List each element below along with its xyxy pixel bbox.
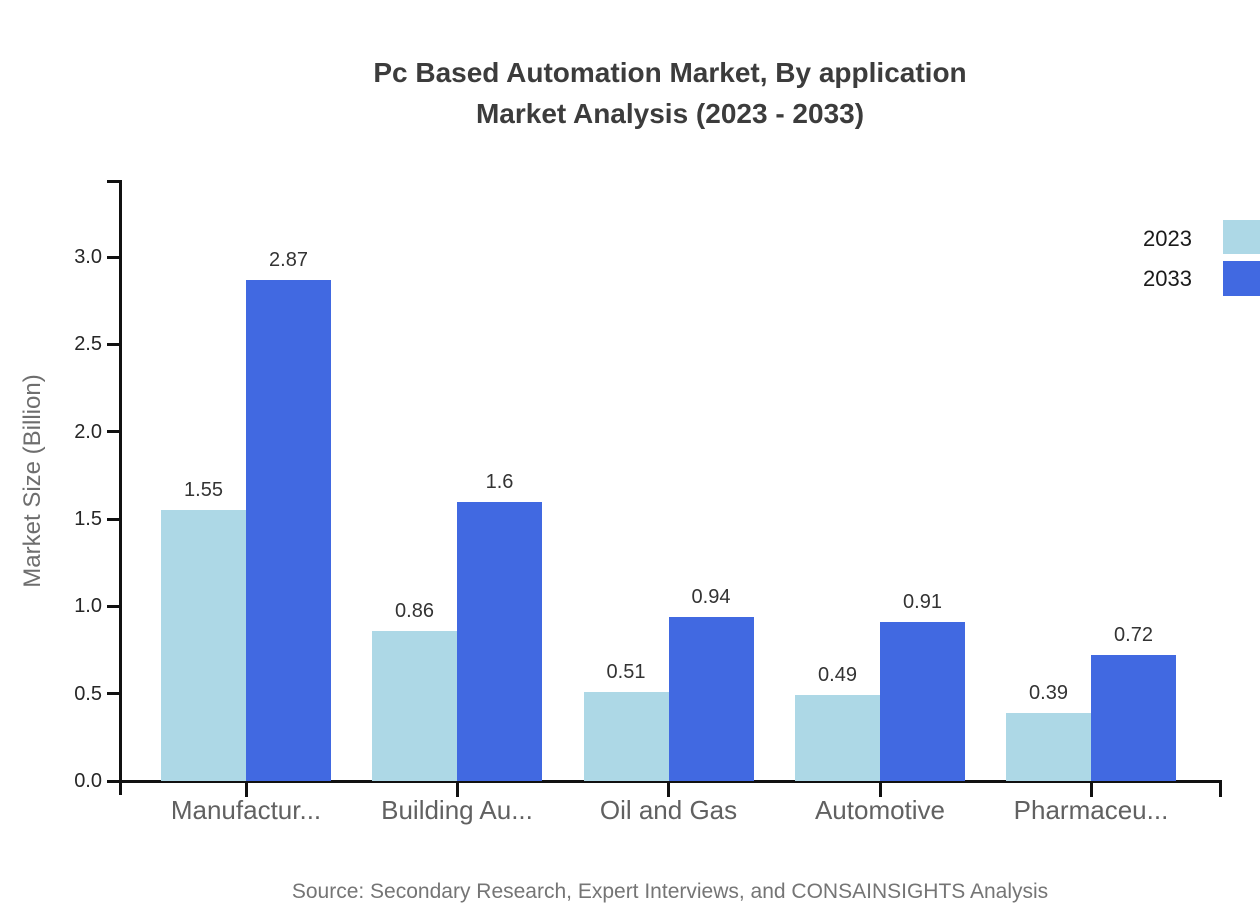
category-label: Oil and Gas [599, 795, 738, 825]
chart-title: Pc Based Automation Market, By applicati… [80, 52, 1260, 134]
y-tick-label: 1.5 [74, 508, 102, 530]
category-label: Building Au... [381, 795, 533, 825]
y-tick-mark [107, 255, 121, 259]
bar-value-label: 0.91 [903, 591, 942, 614]
bar-value-label: 0.39 [1029, 681, 1068, 704]
source-attribution: Source: Secondary Research, Expert Inter… [291, 880, 1049, 903]
y-axis-top-cap [107, 180, 121, 183]
y-tick-mark [107, 430, 121, 434]
y-tick-mark [107, 342, 121, 346]
bar-2033-1 [457, 501, 542, 781]
bar-2023-1 [372, 630, 457, 781]
x-axis-spine [119, 780, 1222, 783]
x-tick-mark [244, 781, 248, 797]
y-tick-mark [107, 604, 121, 608]
bar-2023-3 [795, 695, 880, 781]
bar-value-label: 0.86 [395, 599, 434, 622]
y-axis-label: Market Size (Billion) [19, 374, 46, 588]
y-tick-label: 3.0 [74, 246, 102, 268]
bar-2033-2 [668, 616, 754, 781]
bar-value-label: 0.94 [691, 585, 731, 608]
y-axis-spine [119, 180, 122, 795]
y-tick-mark [107, 692, 121, 696]
bar-value-label: 1.55 [184, 479, 223, 502]
bar-value-label: 0.72 [1114, 624, 1153, 647]
x-tick-mark [878, 781, 882, 797]
legend-label-2033: 2033 [1143, 266, 1192, 291]
y-tick-label: 2.5 [74, 333, 102, 356]
legend-swatch-2033 [1223, 261, 1260, 296]
chart-title-line1: Pc Based Automation Market, By applicati… [373, 57, 967, 88]
x-axis-end-cap [1219, 780, 1222, 797]
y-tick-label: 1.0 [74, 595, 102, 618]
x-tick-mark [455, 781, 459, 797]
y-tick-label: 0.0 [74, 770, 102, 792]
y-tick-label: 0.5 [74, 682, 102, 705]
y-tick-mark [107, 779, 121, 783]
bar-2033-0 [246, 279, 331, 781]
legend-swatch-2023 [1223, 220, 1260, 254]
bar-value-label: 2.87 [269, 248, 308, 271]
legend-label-2023: 2023 [1143, 226, 1192, 251]
bar-2023-2 [583, 691, 669, 781]
chart-title-line2: Market Analysis (2023 - 2033) [475, 98, 865, 129]
y-tick-mark [107, 517, 121, 521]
category-label: Pharmaceu... [1013, 795, 1169, 825]
bar-value-label: 1.6 [485, 470, 514, 493]
y-tick-label: 2.0 [74, 420, 102, 443]
category-label: Manufactur... [170, 795, 322, 825]
bar-value-label: 0.51 [606, 660, 646, 683]
bar-value-label: 0.49 [818, 664, 857, 687]
bar-2023-0 [161, 510, 246, 781]
bar-2023-4 [1006, 712, 1091, 781]
category-label: Automotive [814, 795, 946, 825]
bar-2033-4 [1091, 655, 1176, 781]
x-tick-mark [1089, 781, 1093, 797]
x-tick-mark [667, 781, 670, 797]
bar-2033-3 [880, 622, 965, 781]
